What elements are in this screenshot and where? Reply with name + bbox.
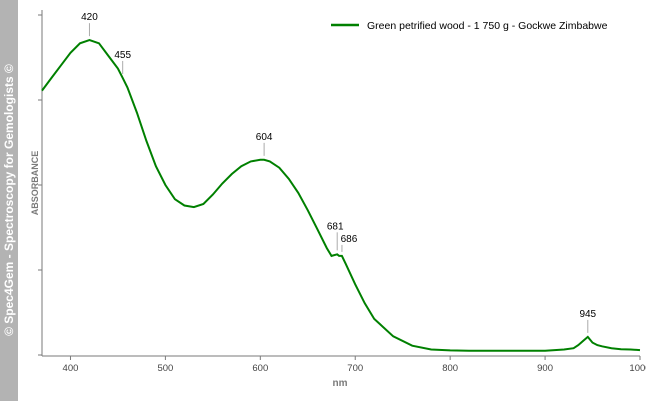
x-tick-label-500: 500 — [157, 363, 173, 374]
x-tick-label-400: 400 — [63, 363, 79, 374]
peak-label-455: 455 — [114, 50, 131, 61]
watermark-sidebar: © Spec4Gem - Spectroscopy for Gemologist… — [0, 0, 18, 401]
x-tick-label-1000: 1000 — [629, 363, 646, 374]
x-tick-label-600: 600 — [252, 363, 268, 374]
peak-label-604: 604 — [256, 132, 273, 143]
y-ticks — [38, 14, 42, 356]
legend-label: Green petrified wood - 1 750 g - Gockwe … — [367, 20, 608, 32]
peak-annotations: 420 455 604 681 686 945 — [81, 12, 597, 333]
x-tick-label-800: 800 — [442, 363, 458, 374]
x-tick-label-900: 900 — [537, 363, 553, 374]
x-tick-label-700: 700 — [347, 363, 363, 374]
x-ticks: 400 500 600 700 800 900 1000 — [63, 356, 646, 374]
x-axis-label: nm — [333, 378, 348, 389]
series-line — [41, 39, 641, 352]
peak-label-686: 686 — [341, 234, 358, 245]
peak-label-945: 945 — [579, 309, 596, 320]
peak-label-420: 420 — [81, 12, 98, 23]
y-axis-label: ABSORBANCE — [30, 151, 40, 216]
peak-label-681: 681 — [327, 221, 344, 232]
legend: Green petrified wood - 1 750 g - Gockwe … — [331, 20, 608, 32]
